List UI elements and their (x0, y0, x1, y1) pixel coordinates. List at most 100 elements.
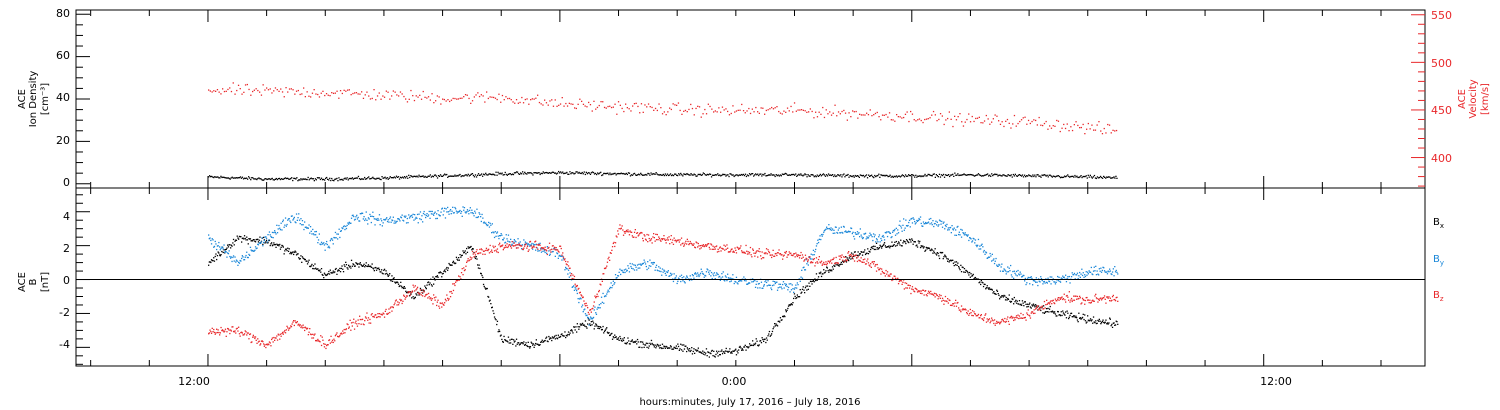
bx-point (354, 265, 356, 267)
by-point (847, 231, 849, 233)
bz-point (392, 306, 394, 308)
density-point (368, 176, 370, 178)
by-point (815, 248, 817, 251)
bz-point (505, 246, 507, 248)
bx-point (1035, 304, 1037, 306)
velocity-point (665, 114, 667, 116)
bz-point (354, 322, 356, 324)
bz-point (716, 245, 718, 247)
density-point (494, 174, 496, 176)
by-point (804, 269, 807, 271)
bx-point (1016, 300, 1018, 302)
by-point (229, 255, 231, 258)
bx-point (1062, 310, 1064, 312)
by-point (426, 213, 428, 215)
density-point (530, 172, 532, 174)
density-point (955, 174, 957, 176)
density-point (413, 175, 415, 177)
by-point (996, 264, 998, 266)
velocity-point (213, 90, 215, 92)
bx-point (779, 321, 781, 323)
by-point (1024, 280, 1026, 282)
by-point (867, 237, 869, 239)
bz-point (886, 271, 889, 273)
bz-point (646, 233, 648, 236)
velocity-point (225, 90, 227, 92)
bz-point (544, 246, 546, 248)
density-point (791, 173, 793, 176)
by-point (1026, 282, 1028, 284)
by-point (491, 232, 493, 234)
bz-point (229, 332, 231, 335)
velocity-point (442, 98, 444, 100)
density-point (352, 178, 354, 180)
bx-point (841, 263, 843, 265)
bx-point (971, 274, 974, 277)
bx-point (423, 290, 425, 292)
velocity-point (463, 96, 465, 98)
bz-point (759, 251, 761, 253)
bz-point (685, 240, 687, 242)
bz-point (804, 259, 806, 261)
by-point (832, 232, 834, 234)
bx-point (705, 352, 707, 354)
bx-point (677, 343, 679, 345)
bz-point (645, 239, 647, 241)
velocity-point (209, 90, 211, 92)
bx-point (312, 265, 315, 267)
by-point (656, 269, 658, 271)
velocity-point (325, 93, 328, 95)
by-point (515, 241, 517, 243)
bx-point (344, 265, 346, 268)
velocity-point (998, 120, 1000, 122)
bz-point (716, 251, 719, 253)
velocity-point (406, 101, 409, 103)
velocity-point (391, 95, 393, 97)
density-point (615, 174, 617, 176)
bz-point (438, 305, 440, 307)
by-point (477, 216, 479, 219)
by-point (628, 267, 630, 269)
bz-point (745, 244, 747, 247)
bz-point (549, 249, 551, 251)
by-point (502, 239, 504, 241)
bz-point (785, 252, 787, 254)
velocity-point (927, 118, 929, 120)
bz-point (923, 294, 925, 296)
bx-point (281, 244, 283, 247)
bx-point (883, 242, 886, 244)
by-point (614, 282, 616, 284)
bz-point (682, 242, 684, 244)
density-point (307, 176, 309, 179)
velocity-point (718, 107, 720, 109)
by-point (323, 242, 325, 244)
by-point (999, 264, 1001, 266)
density-point (395, 175, 398, 177)
bx-point (311, 263, 313, 266)
bx-point (818, 272, 820, 274)
bx-point (817, 276, 820, 278)
by-point (404, 216, 406, 218)
bz-point (420, 294, 422, 296)
density-point (525, 172, 527, 175)
by-point (399, 220, 401, 222)
velocity-point (292, 89, 294, 91)
density-point (580, 172, 582, 175)
bx-point (1111, 323, 1113, 326)
bz-point (984, 314, 986, 316)
bz-point (845, 260, 848, 262)
by-point (675, 277, 677, 279)
bz-point (780, 254, 782, 256)
by-point (628, 271, 631, 273)
density-point (859, 174, 861, 176)
by-point (841, 231, 843, 234)
bz-point (532, 245, 535, 247)
by-point (375, 218, 378, 220)
bx-point (787, 305, 790, 307)
bx-point (1059, 315, 1062, 317)
bx-point (239, 236, 241, 238)
density-point (455, 175, 457, 177)
bx-point (867, 253, 870, 255)
bz-point (733, 251, 735, 253)
bx-point (386, 274, 389, 276)
